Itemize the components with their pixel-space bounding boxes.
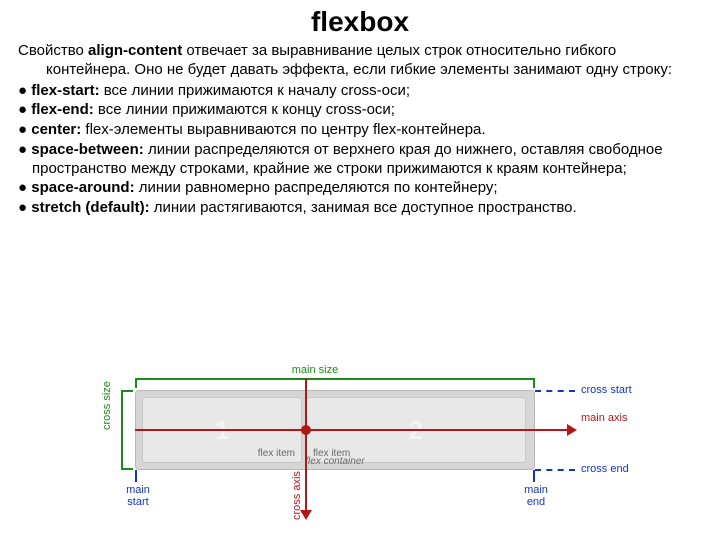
main-end-tick (533, 470, 535, 482)
label-cross-end: cross end (581, 463, 629, 475)
label-cross-start: cross start (581, 384, 632, 396)
intro-prop: align-content (88, 42, 182, 59)
main-axis-arrow (135, 429, 575, 431)
list-item: space-around: линии равномерно распредел… (18, 179, 702, 198)
list-item: center: flex-элементы выравниваются по ц… (18, 121, 702, 140)
list-item: flex-end: все линии прижимаются к концу … (18, 101, 702, 120)
prop-desc: flex-элементы выравниваются по центру fl… (81, 121, 485, 138)
cross-axis-arrow (305, 378, 307, 518)
flex-container-label: flex container (305, 456, 364, 467)
main-start-tick (135, 470, 137, 482)
page-title: flexbox (0, 0, 720, 42)
intro-lead: Свойство (18, 42, 88, 59)
prop-desc: все линии прижимаются к началу cross-оси… (100, 82, 410, 99)
flex-item-label: flex item (258, 448, 295, 459)
prop-key: flex-end: (31, 101, 94, 118)
prop-key: stretch (default): (31, 199, 149, 216)
cross-start-line (535, 390, 575, 392)
prop-key: space-between: (31, 141, 144, 158)
cross-end-line (535, 469, 575, 471)
list-item: space-between: линии распределяются от в… (18, 141, 702, 179)
prop-desc: линии равномерно распределяются по конте… (135, 179, 498, 196)
bracket-cross-size (121, 390, 133, 470)
axis-origin-dot (301, 425, 311, 435)
label-main-axis: main axis (581, 412, 627, 424)
label-main-start: main start (121, 484, 155, 508)
bracket-main-size (135, 378, 535, 388)
label-main-end: main end (519, 484, 553, 508)
list-item: flex-start: все линии прижимаются к нача… (18, 82, 702, 101)
property-list: flex-start: все линии прижимаются к нача… (0, 82, 720, 218)
list-item: stretch (default): линии растягиваются, … (18, 199, 702, 218)
prop-key: center: (31, 121, 81, 138)
prop-desc: все линии прижимаются к концу cross-оси; (94, 101, 395, 118)
prop-key: flex-start: (31, 82, 99, 99)
label-main-size: main size (95, 364, 535, 376)
label-cross-axis: cross axis (291, 471, 303, 520)
intro-paragraph: Свойство align-content отвечает за вырав… (0, 42, 720, 80)
prop-key: space-around: (31, 179, 134, 196)
label-cross-size: cross size (101, 381, 113, 430)
flexbox-diagram: main size cross size 1 flex item 2 flex … (95, 362, 655, 532)
prop-desc: линии растягиваются, занимая все доступн… (150, 199, 577, 216)
